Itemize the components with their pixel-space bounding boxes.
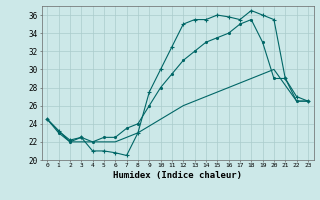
X-axis label: Humidex (Indice chaleur): Humidex (Indice chaleur)	[113, 171, 242, 180]
